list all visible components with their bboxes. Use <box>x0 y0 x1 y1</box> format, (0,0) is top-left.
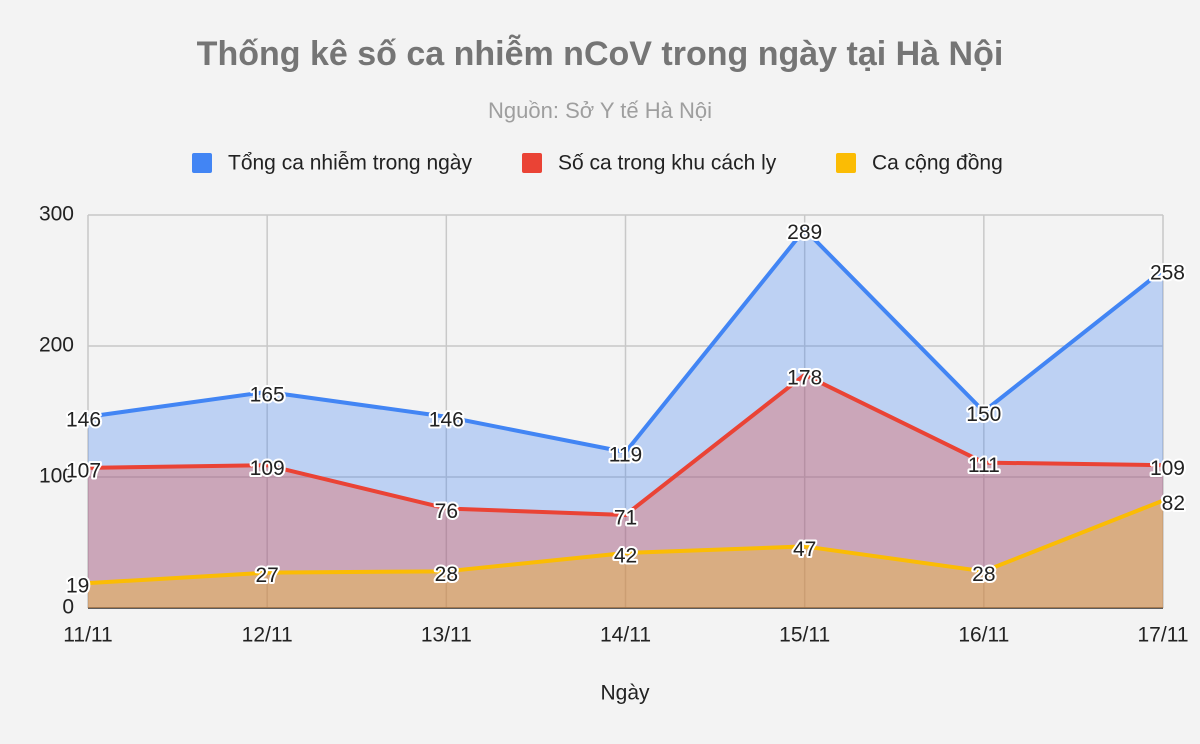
area-line <box>87 227 1165 455</box>
legend-swatch <box>522 153 542 173</box>
data-label: 107 <box>66 459 101 482</box>
data-label: 47 <box>793 538 816 561</box>
data-label: 19 <box>66 575 89 598</box>
legend-swatch <box>836 153 856 173</box>
data-label: 82 <box>1162 492 1185 515</box>
data-label: 71 <box>614 507 637 530</box>
legend-label: Số ca trong khu cách ly <box>558 152 777 175</box>
data-label: 165 <box>250 383 285 406</box>
data-label: 119 <box>609 444 642 467</box>
data-label: 258 <box>1150 262 1185 285</box>
area-fill <box>88 229 1163 608</box>
grid: 0 100 200 300 11/11 12/11 13/11 14/11 15/11 16/11… <box>39 203 1189 647</box>
data-label: 109 <box>1150 457 1185 480</box>
x-tick-label: 17/11 <box>1138 624 1189 647</box>
data-label: 28 <box>435 563 458 586</box>
y-tick-label: 100 <box>39 465 74 488</box>
data-label: 178 <box>787 366 822 389</box>
area-fill <box>88 374 1163 608</box>
data-label: 146 <box>429 408 464 431</box>
x-axis-title: Ngày <box>600 682 650 705</box>
legend-label: Tổng ca nhiễm trong ngày <box>228 152 472 175</box>
x-tick-label: 12/11 <box>242 624 293 647</box>
legend-swatch <box>192 153 212 173</box>
x-tick-label: 11/11 <box>63 624 112 647</box>
data-label: 109 <box>250 457 285 480</box>
data-label: 146 <box>66 408 101 431</box>
x-tick-label: 14/11 <box>600 624 651 647</box>
areas <box>87 227 1165 608</box>
x-tick-label: 15/11 <box>779 624 830 647</box>
data-label: 76 <box>435 500 458 523</box>
chart-subtitle: Nguồn: Sở Y tế Hà Nội <box>488 98 712 123</box>
data-label: 28 <box>972 563 995 586</box>
x-tick-label: 13/11 <box>421 624 472 647</box>
data-label: 150 <box>966 403 1001 426</box>
y-tick-label: 200 <box>39 334 74 357</box>
y-tick-label: 300 <box>39 203 74 226</box>
area-line <box>87 498 1164 586</box>
area-line <box>87 372 1164 517</box>
legend: Tổng ca nhiễm trong ngày Số ca trong khu … <box>192 152 1003 175</box>
data-label: 289 <box>787 221 822 244</box>
data-label: 42 <box>614 545 637 568</box>
data-label: 27 <box>255 564 278 587</box>
labels: 146 165 146 119 289 150 258 107 109 76 71 178 111 109… <box>64 219 1187 600</box>
data-label: 111 <box>968 454 1000 477</box>
chart-title: Thống kê số ca nhiễm nCoV trong ngày tại… <box>197 35 1004 73</box>
legend-label: Ca cộng đồng <box>872 152 1003 175</box>
x-tick-label: 16/11 <box>958 624 1009 647</box>
y-tick-label: 0 <box>62 596 74 619</box>
